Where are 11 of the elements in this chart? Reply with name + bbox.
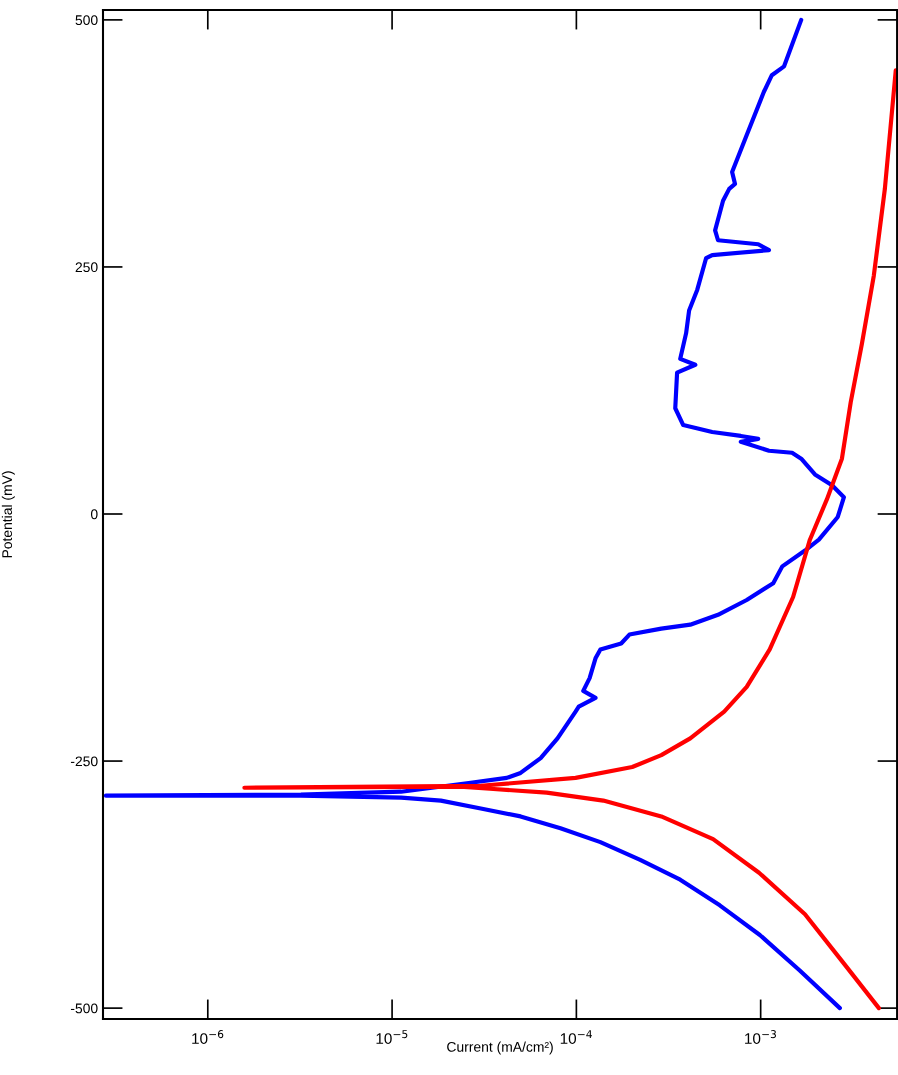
y-tick-label: 500: [75, 15, 98, 26]
y-tick-label: 0: [90, 509, 98, 520]
x-tick-label: 10$^{−6}$: [192, 1030, 224, 1044]
x-tick-label: 10$^{−3}$: [745, 1030, 776, 1044]
x-tick-label: 10$^{−5}$: [376, 1030, 408, 1044]
y-tick-label: 250: [75, 262, 98, 273]
y-tick-label: -250: [70, 756, 98, 767]
x-tick-label: 10$^{−4}$: [560, 1030, 592, 1044]
y-axis-title: Potential (mV): [1, 471, 15, 558]
y-tick-label: -500: [70, 1003, 98, 1014]
x-axis-title: Current (mA/cm²): [447, 1041, 553, 1055]
